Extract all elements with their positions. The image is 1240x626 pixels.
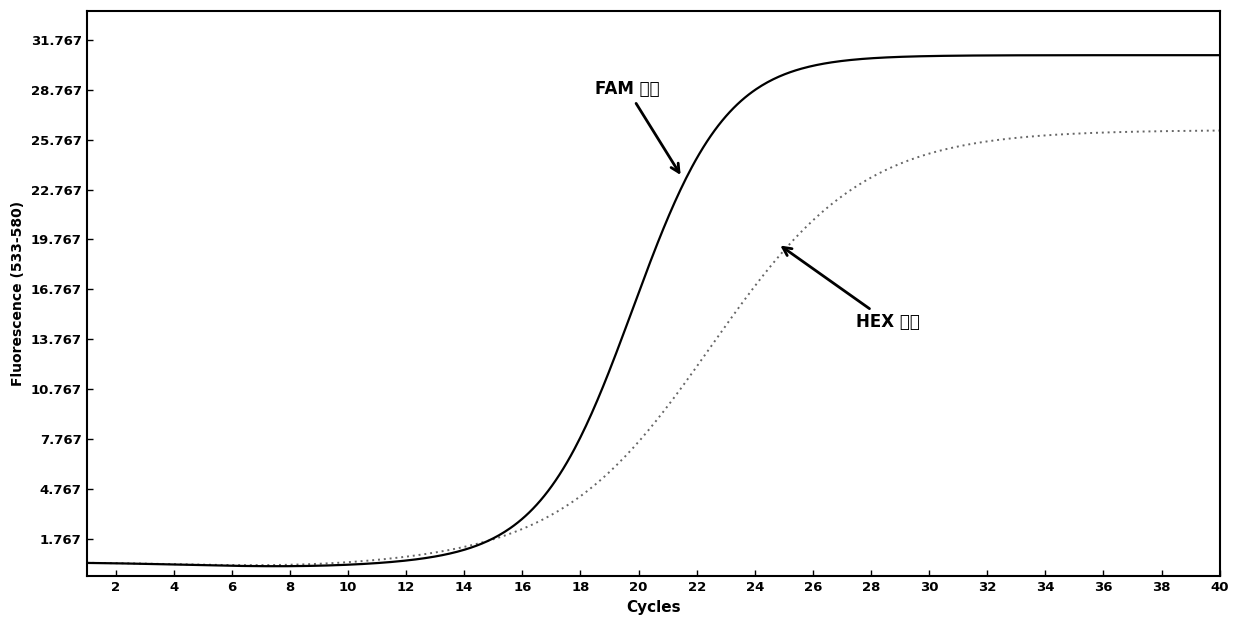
X-axis label: Cycles: Cycles	[626, 600, 681, 615]
Text: FAM 信号: FAM 信号	[595, 80, 680, 172]
Text: HEX 信号: HEX 信号	[782, 247, 920, 331]
Y-axis label: Fluorescence (533-580): Fluorescence (533-580)	[11, 201, 25, 386]
